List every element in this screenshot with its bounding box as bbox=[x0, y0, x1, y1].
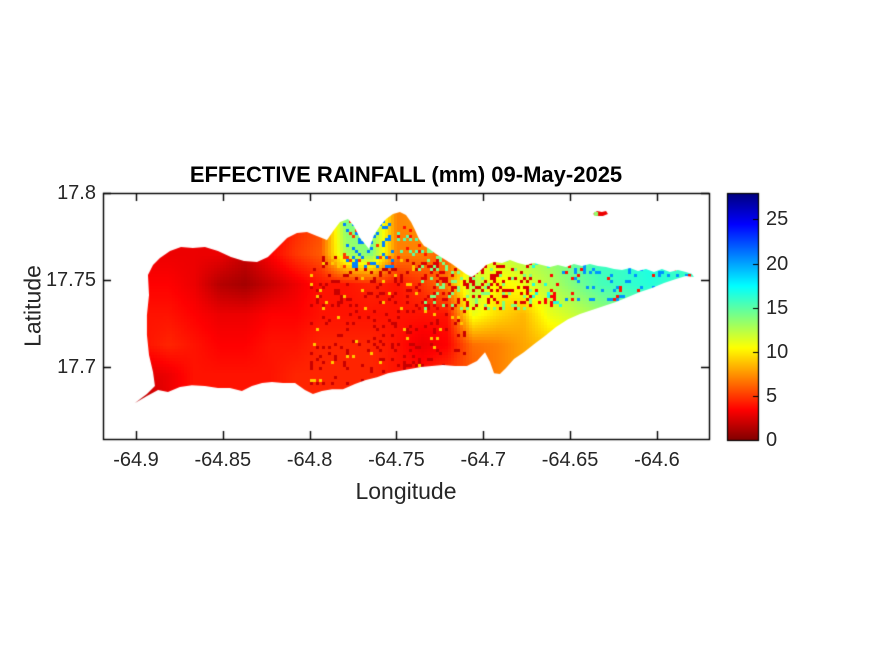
colorbar-tick-label: 15 bbox=[766, 296, 789, 319]
chart-title: EFFECTIVE RAINFALL (mm) 09-May-2025 bbox=[189, 162, 623, 187]
x-tick-label: -64.75 bbox=[368, 449, 425, 471]
x-tick-label: -64.6 bbox=[634, 449, 680, 471]
colorbar-tick-label: 20 bbox=[766, 252, 789, 275]
x-tick-label: -64.9 bbox=[113, 449, 159, 471]
x-axis-label: Longitude bbox=[355, 478, 457, 504]
y-tick-label: 17.7 bbox=[57, 355, 96, 378]
x-tick-label: -64.7 bbox=[460, 449, 507, 471]
x-tick-label: -64.8 bbox=[286, 449, 333, 471]
y-tick-label: 17.8 bbox=[57, 182, 96, 204]
colorbar-tick-label: 10 bbox=[766, 340, 789, 363]
colorbar-tick-label: 0 bbox=[766, 429, 778, 451]
colorbar-tick-label: 25 bbox=[766, 208, 789, 231]
x-tick-label: -64.65 bbox=[541, 449, 599, 471]
colorbar-tick-label: 5 bbox=[766, 384, 778, 407]
y-tick-label: 17.75 bbox=[45, 268, 96, 291]
x-tick-label: -64.85 bbox=[194, 449, 252, 471]
